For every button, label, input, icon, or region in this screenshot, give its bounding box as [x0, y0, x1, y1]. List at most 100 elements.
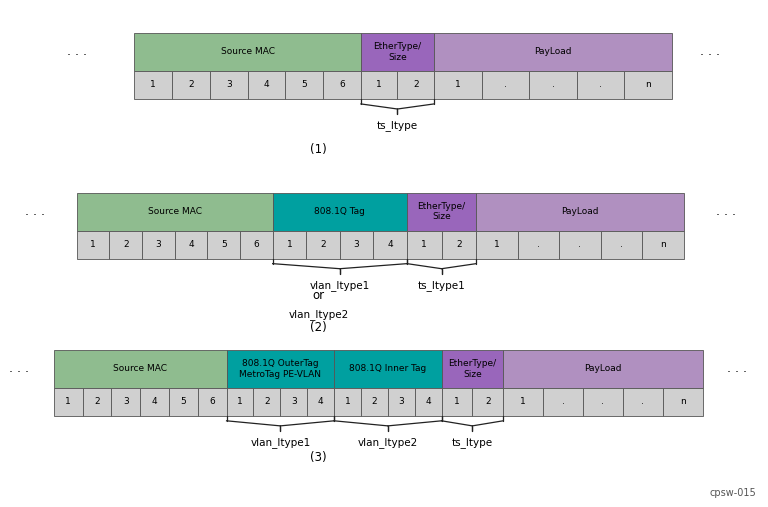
Bar: [407, 231, 442, 259]
Text: 4: 4: [387, 240, 393, 249]
Text: .: .: [537, 240, 540, 249]
Text: 2: 2: [188, 81, 194, 89]
Text: Source MAC: Source MAC: [220, 48, 275, 56]
Text: .: .: [601, 397, 604, 406]
Text: . . .: . . .: [700, 46, 720, 58]
Bar: [334, 350, 442, 388]
Bar: [140, 388, 169, 416]
Text: (2): (2): [310, 320, 327, 334]
Bar: [134, 71, 172, 99]
Text: vlan_ltype1: vlan_ltype1: [310, 280, 370, 291]
Text: (3): (3): [310, 451, 327, 464]
Text: 2: 2: [372, 397, 377, 406]
Bar: [361, 71, 397, 99]
Text: 6: 6: [210, 397, 215, 406]
Text: 1: 1: [455, 81, 461, 89]
Text: 1: 1: [376, 81, 382, 89]
Bar: [334, 388, 361, 416]
Text: 3: 3: [156, 240, 161, 249]
Text: 4: 4: [152, 397, 157, 406]
Text: ts_ltype: ts_ltype: [377, 120, 418, 131]
Bar: [207, 231, 240, 259]
Bar: [306, 231, 339, 259]
Text: 3: 3: [226, 81, 232, 89]
Bar: [286, 71, 323, 99]
Bar: [415, 388, 442, 416]
Bar: [210, 71, 247, 99]
Text: vlan_ltype1: vlan_ltype1: [250, 437, 310, 448]
Text: n: n: [645, 81, 651, 89]
Bar: [339, 231, 373, 259]
Text: vlan_ltype2: vlan_ltype2: [289, 309, 349, 320]
Bar: [253, 388, 280, 416]
Text: 2: 2: [123, 240, 128, 249]
Text: .: .: [599, 81, 602, 89]
Text: 6: 6: [339, 81, 345, 89]
Text: 808.1Q Tag: 808.1Q Tag: [314, 207, 366, 216]
Bar: [503, 350, 703, 388]
Text: 1: 1: [237, 397, 243, 406]
Text: 1: 1: [422, 240, 427, 249]
Text: ts_ltype1: ts_ltype1: [418, 280, 465, 291]
Text: Source MAC: Source MAC: [147, 207, 202, 216]
Bar: [388, 388, 415, 416]
Bar: [476, 231, 518, 259]
Text: 1: 1: [494, 240, 500, 249]
Text: 1: 1: [454, 397, 460, 406]
Text: 4: 4: [188, 240, 194, 249]
Text: 6: 6: [253, 240, 259, 249]
Bar: [227, 350, 334, 388]
Bar: [77, 193, 273, 231]
Bar: [663, 388, 703, 416]
Text: PayLoad: PayLoad: [535, 48, 571, 56]
Text: Source MAC: Source MAC: [113, 365, 167, 373]
Text: . . .: . . .: [25, 205, 45, 218]
Bar: [111, 388, 141, 416]
Text: 3: 3: [291, 397, 296, 406]
Bar: [172, 71, 210, 99]
Bar: [583, 388, 623, 416]
Bar: [442, 231, 476, 259]
Text: 2: 2: [456, 240, 462, 249]
Bar: [543, 388, 583, 416]
Text: vlan_ltype2: vlan_ltype2: [358, 437, 418, 448]
Text: cpsw-015: cpsw-015: [710, 488, 756, 498]
Text: 1: 1: [520, 397, 526, 406]
Text: 2: 2: [94, 397, 100, 406]
Text: 4: 4: [318, 397, 323, 406]
Bar: [247, 71, 286, 99]
Bar: [476, 193, 684, 231]
Bar: [559, 231, 601, 259]
Text: 1: 1: [345, 397, 350, 406]
Bar: [623, 388, 663, 416]
Bar: [280, 388, 307, 416]
Text: . . .: . . .: [727, 363, 747, 375]
Bar: [361, 388, 388, 416]
Text: . . .: . . .: [716, 205, 736, 218]
Bar: [397, 71, 434, 99]
Bar: [434, 33, 672, 71]
Text: PayLoad: PayLoad: [561, 207, 598, 216]
Bar: [273, 231, 306, 259]
Text: 808.1Q Inner Tag: 808.1Q Inner Tag: [349, 365, 426, 373]
Text: PayLoad: PayLoad: [584, 365, 621, 373]
Bar: [518, 231, 559, 259]
Bar: [482, 71, 529, 99]
Bar: [273, 193, 407, 231]
Text: . . .: . . .: [67, 46, 87, 58]
Bar: [442, 350, 503, 388]
Text: ts_ltype: ts_ltype: [452, 437, 493, 448]
Bar: [529, 71, 577, 99]
Text: .: .: [578, 240, 581, 249]
Bar: [601, 231, 642, 259]
Bar: [227, 388, 253, 416]
Bar: [54, 350, 227, 388]
Bar: [442, 388, 472, 416]
Text: n: n: [660, 240, 666, 249]
Text: or: or: [313, 289, 325, 302]
Text: 2: 2: [264, 397, 270, 406]
Text: .: .: [620, 240, 623, 249]
Text: .: .: [641, 397, 644, 406]
Bar: [361, 33, 434, 71]
Bar: [54, 388, 83, 416]
